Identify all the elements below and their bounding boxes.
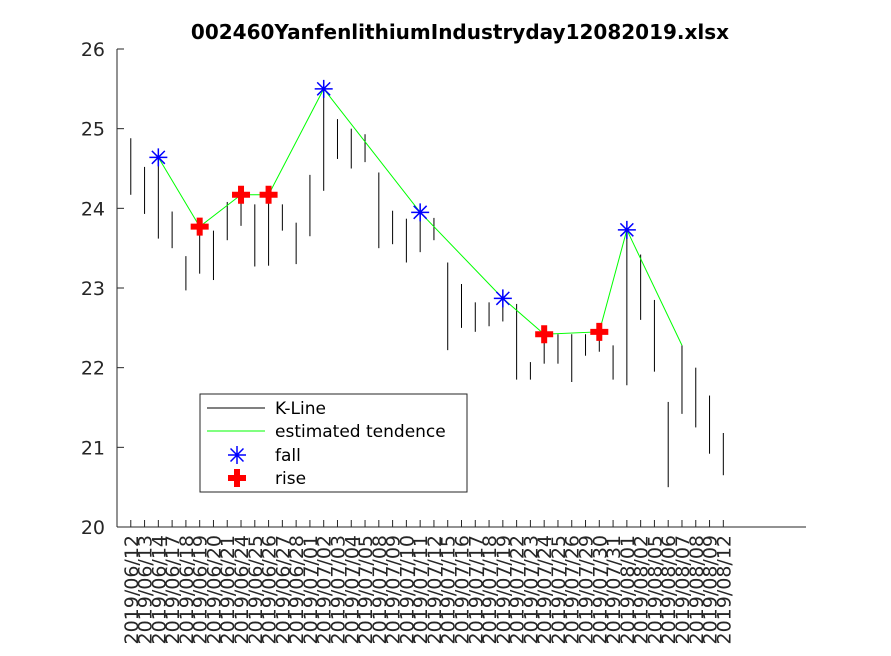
x-tick-label: 2019/07/16 bbox=[452, 535, 474, 645]
x-tick-label: 2019/08/02 bbox=[631, 535, 653, 645]
x-tick-label: 2019/08/01 bbox=[617, 535, 639, 645]
x-tick-label: 2019/06/14 bbox=[148, 535, 170, 645]
legend-symbol bbox=[228, 469, 246, 487]
x-tick-label: 2019/07/03 bbox=[327, 535, 349, 645]
y-tick-label: 22 bbox=[81, 358, 105, 380]
legend-label: estimated tendence bbox=[275, 422, 446, 442]
x-tick-label: 2019/07/15 bbox=[438, 535, 460, 645]
x-tick-label: 2019/06/20 bbox=[203, 535, 225, 645]
x-tick-label: 2019/06/12 bbox=[121, 535, 143, 645]
x-tick-label: 2019/06/21 bbox=[217, 535, 239, 645]
rise-marker bbox=[590, 322, 609, 341]
x-tick-label: 2019/07/30 bbox=[589, 535, 611, 645]
x-tick-label: 2019/06/24 bbox=[231, 535, 253, 645]
legend-symbol bbox=[228, 446, 246, 464]
x-tick-label: 2019/07/11 bbox=[410, 535, 432, 645]
x-tick-label: 2019/07/10 bbox=[396, 535, 418, 645]
x-tick-label: 2019/06/26 bbox=[259, 535, 281, 645]
x-tick-label: 2019/07/18 bbox=[479, 535, 501, 645]
y-tick-label: 25 bbox=[81, 119, 105, 141]
x-tick-label: 2019/07/29 bbox=[576, 535, 598, 645]
x-tick-label: 2019/08/07 bbox=[672, 535, 694, 645]
x-tick-label: 2019/07/05 bbox=[355, 535, 377, 645]
x-tick-label: 2019/07/12 bbox=[424, 535, 446, 645]
x-tick-label: 2019/07/17 bbox=[465, 535, 487, 645]
rise-marker bbox=[190, 217, 209, 236]
x-tick-label: 2019/07/04 bbox=[341, 535, 363, 645]
x-tick-label: 2019/07/19 bbox=[493, 535, 515, 645]
y-tick-label: 26 bbox=[81, 39, 105, 61]
y-tick-label: 24 bbox=[81, 198, 105, 220]
x-tick-label: 2019/07/25 bbox=[548, 535, 570, 645]
legend-label: K-Line bbox=[275, 399, 326, 419]
rise-marker bbox=[535, 325, 554, 344]
fall-marker bbox=[617, 220, 636, 239]
fall-marker bbox=[314, 79, 333, 98]
x-tick-label: 2019/07/23 bbox=[520, 535, 542, 645]
x-tick-label: 2019/06/18 bbox=[176, 535, 198, 645]
x-tick-label: 2019/06/13 bbox=[135, 535, 157, 645]
x-tick-label: 2019/06/28 bbox=[286, 535, 308, 645]
rise-marker bbox=[232, 185, 251, 204]
x-tick-label: 2019/07/24 bbox=[534, 535, 556, 645]
y-tick-label: 21 bbox=[81, 437, 105, 459]
x-tick-label: 2019/07/31 bbox=[603, 535, 625, 645]
x-tick-label: 2019/08/09 bbox=[700, 535, 722, 645]
chart-title: 002460YanfenlithiumIndustryday12082019.x… bbox=[191, 20, 729, 44]
x-tick-label: 2019/07/01 bbox=[300, 535, 322, 645]
x-tick-label: 2019/08/05 bbox=[644, 535, 666, 645]
x-tick-label: 2019/06/17 bbox=[162, 535, 184, 645]
y-tick-label: 20 bbox=[81, 517, 105, 539]
x-tick-label: 2019/07/08 bbox=[369, 535, 391, 645]
y-tick-label: 23 bbox=[81, 278, 105, 300]
x-tick-label: 2019/06/25 bbox=[245, 535, 267, 645]
x-tick-label: 2019/07/26 bbox=[562, 535, 584, 645]
x-tick-label: 2019/07/22 bbox=[507, 535, 529, 645]
x-tick-label: 2019/08/12 bbox=[713, 535, 735, 645]
x-tick-label: 2019/08/06 bbox=[658, 535, 680, 645]
x-tick-label: 2019/07/09 bbox=[383, 535, 405, 645]
legend-label: rise bbox=[275, 469, 306, 489]
rise-marker bbox=[259, 185, 278, 204]
fall-marker bbox=[149, 148, 168, 167]
x-tick-label: 2019/06/27 bbox=[272, 535, 294, 645]
x-tick-label: 2019/08/08 bbox=[686, 535, 708, 645]
fall-marker bbox=[411, 203, 430, 222]
x-tick-label: 2019/07/02 bbox=[314, 535, 336, 645]
fall-marker bbox=[493, 289, 512, 308]
legend-label: fall bbox=[275, 446, 301, 466]
x-tick-label: 2019/06/19 bbox=[190, 535, 212, 645]
